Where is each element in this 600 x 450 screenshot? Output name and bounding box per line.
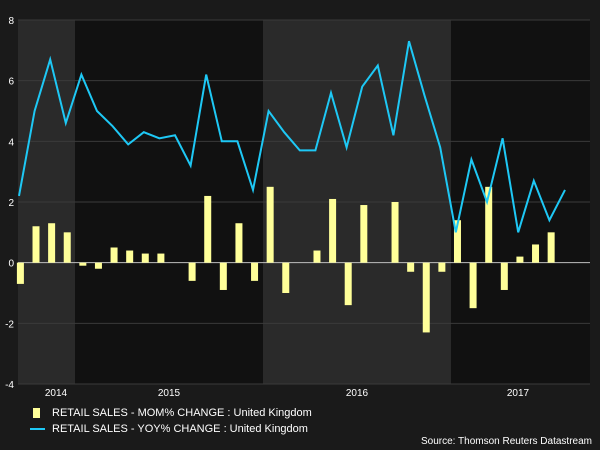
mom-bar — [313, 250, 321, 263]
legend-bar-swatch — [33, 408, 40, 418]
mom-bar — [469, 262, 477, 309]
mom-bar — [235, 223, 243, 263]
legend-line-swatch — [30, 428, 45, 430]
mom-bar — [344, 262, 352, 306]
legend-item-mom: RETAIL SALES - MOM% CHANGE : United King… — [30, 406, 312, 420]
mom-bar — [438, 262, 446, 272]
mom-bar — [141, 253, 149, 263]
mom-bar — [157, 253, 165, 263]
legend-label-mom: RETAIL SALES - MOM% CHANGE : United King… — [52, 407, 312, 419]
mom-bar — [516, 256, 524, 263]
mom-bar — [485, 186, 493, 263]
mom-bar — [360, 205, 368, 263]
mom-bar — [63, 232, 71, 263]
x-tick-label: 2014 — [45, 388, 68, 399]
yoy-line — [18, 40, 566, 233]
mom-bar — [126, 250, 134, 263]
legend-item-yoy: RETAIL SALES - YOY% CHANGE : United King… — [30, 422, 312, 436]
y-tick-label: 0 — [8, 259, 14, 270]
mom-bar — [219, 262, 227, 290]
mom-bar — [407, 262, 415, 272]
mom-bar — [204, 195, 212, 263]
mom-bar — [32, 226, 40, 263]
mom-bar — [48, 223, 56, 263]
mom-bar — [16, 262, 24, 284]
y-tick-label: 6 — [8, 77, 14, 88]
mom-bar — [110, 247, 118, 263]
mom-bar — [94, 262, 102, 269]
mom-bar — [500, 262, 508, 290]
mom-bar — [453, 220, 461, 263]
mom-bar — [251, 262, 259, 281]
y-tick-label: 2 — [8, 198, 14, 209]
mom-bar — [422, 262, 430, 333]
source-note: Source: Thomson Reuters Datastream — [420, 436, 592, 447]
x-tick-label: 2017 — [507, 388, 530, 399]
mom-bar — [79, 262, 87, 266]
y-tick-label: -4 — [5, 380, 14, 391]
mom-bar — [547, 232, 555, 263]
mom-bar — [282, 262, 290, 293]
x-tick-label: 2016 — [346, 388, 369, 399]
mom-bar — [532, 244, 540, 263]
x-tick-label: 2015 — [158, 388, 181, 399]
mom-bar — [391, 202, 399, 263]
mom-bar — [266, 186, 274, 263]
legend: RETAIL SALES - MOM% CHANGE : United King… — [30, 406, 312, 438]
legend-label-yoy: RETAIL SALES - YOY% CHANGE : United King… — [52, 423, 308, 435]
mom-bar — [329, 198, 337, 263]
y-tick-label: -2 — [5, 319, 14, 330]
y-tick-label: 8 — [8, 16, 14, 27]
mom-bar — [188, 262, 196, 281]
y-tick-label: 4 — [8, 137, 14, 148]
